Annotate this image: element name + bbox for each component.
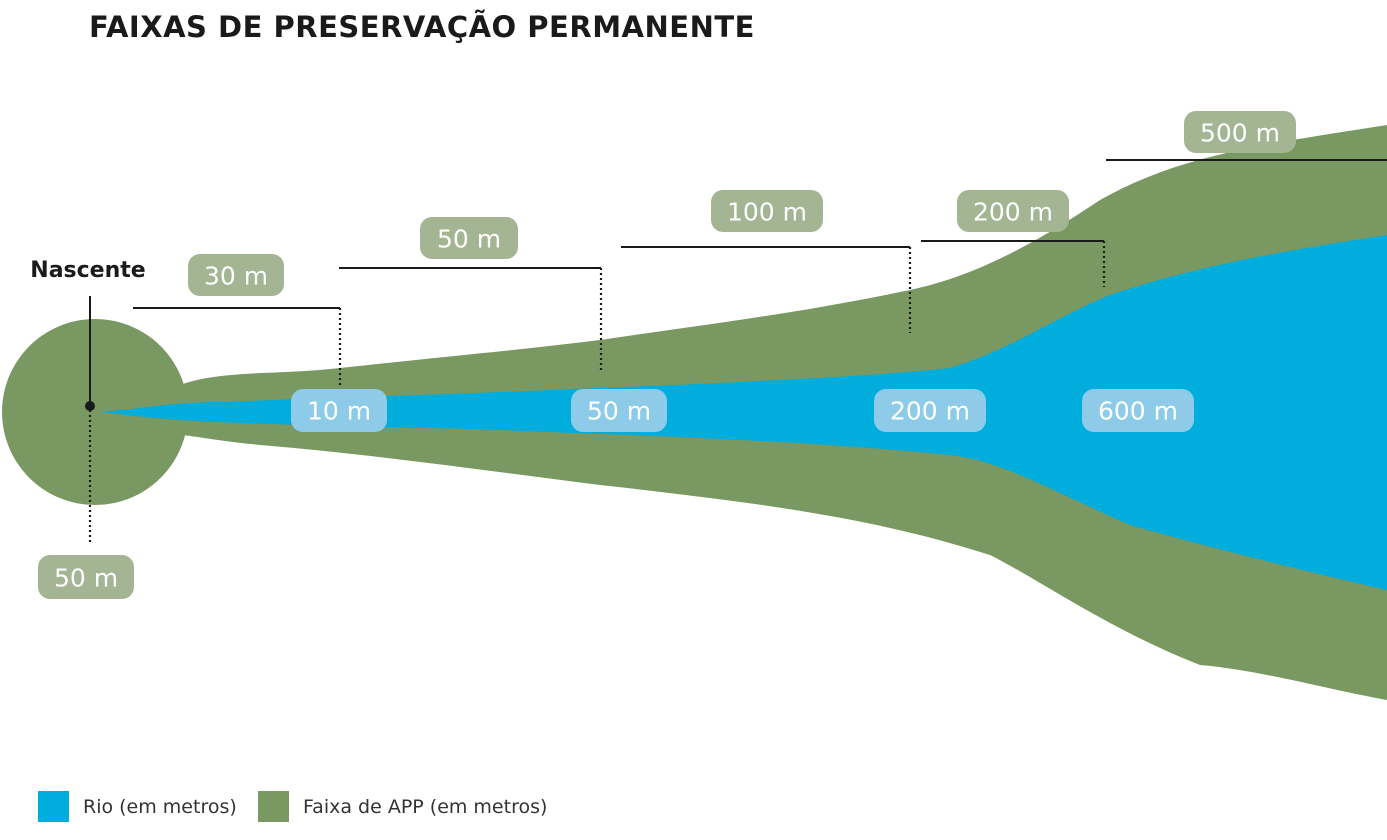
- svg-text:200 m: 200 m: [973, 198, 1053, 227]
- river-swatch: [38, 791, 69, 822]
- legend-label-river: Rio (em metros): [83, 795, 237, 818]
- legend-item-river: Rio (em metros): [38, 791, 237, 822]
- river-pill-2: 50 m: [571, 389, 667, 432]
- app-swatch: [258, 791, 289, 822]
- svg-text:10 m: 10 m: [307, 397, 371, 426]
- legend-item-app: Faixa de APP (em metros): [258, 791, 547, 822]
- svg-text:100 m: 100 m: [727, 198, 807, 227]
- river-pill-1: 10 m: [291, 389, 387, 432]
- app-pill-5: 500 m: [1184, 111, 1296, 153]
- svg-text:50 m: 50 m: [587, 397, 651, 426]
- app-pill-source: 50 m: [38, 555, 134, 599]
- svg-text:30 m: 30 m: [204, 262, 268, 291]
- leader-lines: [133, 159, 1387, 385]
- river-pill-3: 200 m: [874, 389, 986, 432]
- app-pill-3: 100 m: [711, 190, 823, 232]
- app-pill-4: 200 m: [957, 190, 1069, 232]
- legend-label-app: Faixa de APP (em metros): [303, 795, 548, 818]
- svg-text:500 m: 500 m: [1200, 119, 1280, 148]
- river-pill-4: 600 m: [1082, 389, 1194, 432]
- svg-text:50 m: 50 m: [437, 225, 501, 254]
- river-shape: [100, 235, 1387, 590]
- app-pill-1: 30 m: [188, 254, 284, 296]
- app-pill-2: 50 m: [420, 217, 518, 259]
- source-dot: [85, 401, 95, 411]
- svg-text:200 m: 200 m: [890, 397, 970, 426]
- source-label: Nascente: [30, 258, 145, 283]
- source-app-circle: [2, 319, 188, 505]
- svg-text:50 m: 50 m: [54, 564, 118, 593]
- diagram-title: FAIXAS DE PRESERVAÇÃO PERMANENTE: [89, 10, 755, 44]
- svg-text:600 m: 600 m: [1098, 397, 1178, 426]
